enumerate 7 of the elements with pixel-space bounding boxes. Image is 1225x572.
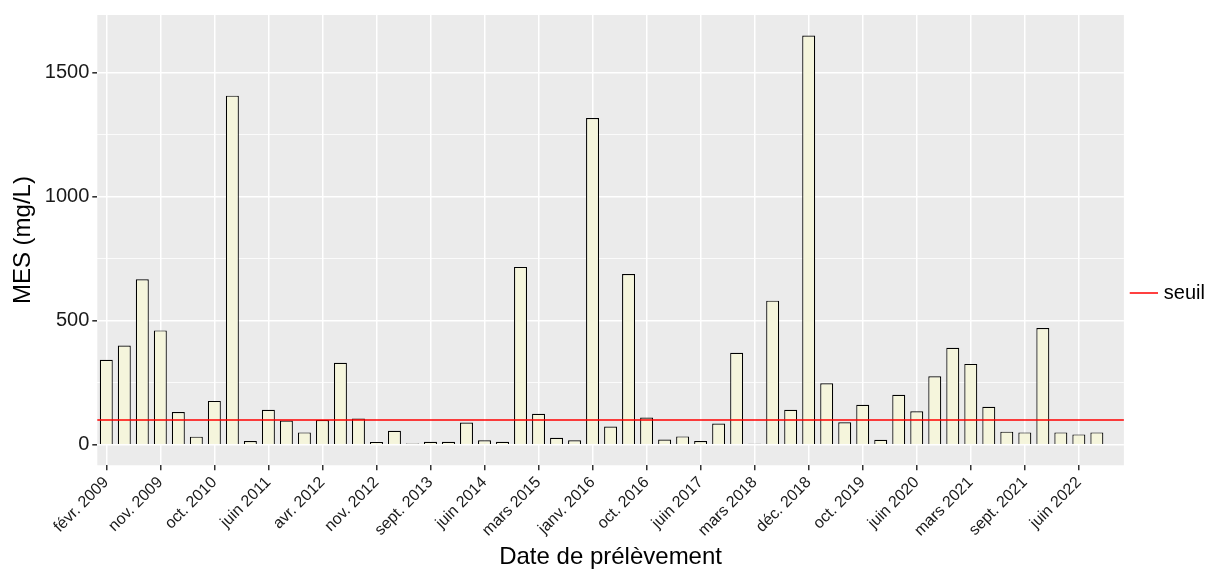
y-axis-title: MES (mg/L) [8,176,36,305]
y-tick-label: 1000 [44,184,90,207]
x-axis-title: Date de prélèvement [499,542,723,570]
y-tick-label: 500 [55,308,90,331]
y-tick-label: 0 [78,432,90,455]
y-tick-label: 1500 [44,60,90,83]
legend-label: seuil [1163,280,1206,303]
